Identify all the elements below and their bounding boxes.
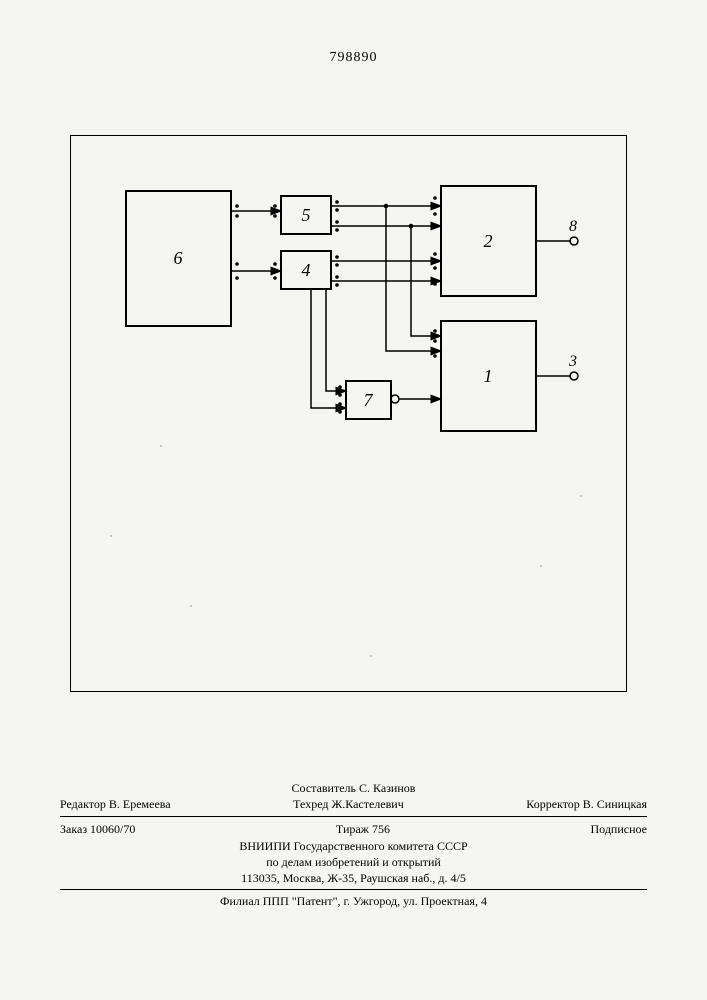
footer-tirazh: Тираж 756 [336,821,390,837]
output-3-label: 3 [568,353,577,370]
block-7-label: 7 [364,390,374,410]
footer-address1: 113035, Москва, Ж-35, Раушская наб., д. … [60,870,647,886]
block-4-label: 4 [302,260,311,280]
footer-filial: Филиал ППП "Патент", г. Ужгород, ул. Про… [60,893,647,909]
footer-credits-row: Редактор В. Еремеева Техред Ж.Кастелевич… [60,796,647,812]
block-diagram: 6 5 4 2 1 7 [71,136,626,691]
terminal-3 [570,372,578,380]
wire-4-7-b [311,289,346,408]
footer-corrector: Корректор В. Синицкая [526,796,647,812]
block-1-label: 1 [484,366,493,386]
scan-noise [110,445,581,656]
diagram-frame: 6 5 4 2 1 7 [70,135,627,692]
divider-1 [60,816,647,817]
footer-compiler: Составитель С. Казинов [60,780,647,796]
footer-tehred: Техред Ж.Кастелевич [293,796,404,812]
footer: Составитель С. Казинов Редактор В. Ереме… [60,780,647,909]
document-number: 798890 [330,50,378,66]
wire-4-7-a [326,289,346,391]
footer-order: Заказ 10060/70 [60,821,135,837]
block-6-label: 6 [174,248,183,268]
page: 798890 6 5 4 2 1 7 [0,0,707,1000]
footer-editor: Редактор В. Еремеева [60,796,171,812]
footer-org2: по делам изобретений и открытий [60,854,647,870]
inverter-bubble [391,395,399,403]
footer-org1: ВНИИПИ Государственного комитета СССР [60,838,647,854]
wire-tap-1b [386,206,441,351]
terminal-8 [570,237,578,245]
footer-podpisnoe: Подписное [591,821,648,837]
block-5-label: 5 [302,205,311,225]
block-2-label: 2 [484,231,493,251]
footer-order-row: Заказ 10060/70 Тираж 756 Подписное [60,821,647,837]
divider-2 [60,889,647,890]
output-8-label: 8 [569,218,577,235]
